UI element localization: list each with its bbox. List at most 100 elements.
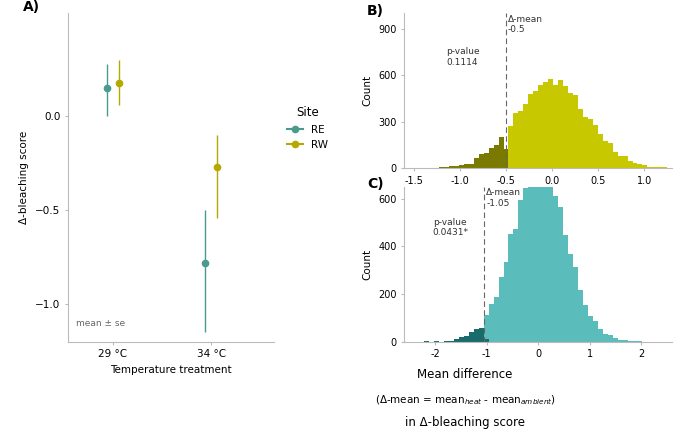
Y-axis label: Count: Count [363, 249, 373, 280]
Bar [464, 164, 469, 168]
X-axis label: Temperature treatment: Temperature treatment [110, 365, 232, 375]
Bar [509, 126, 513, 168]
Bar [498, 137, 504, 168]
Bar [593, 321, 598, 342]
Bar [612, 338, 618, 342]
Bar [627, 341, 633, 342]
Bar [528, 94, 533, 168]
Bar [543, 165, 548, 342]
Text: C): C) [367, 177, 384, 191]
Bar [657, 167, 662, 168]
Bar [449, 166, 454, 168]
Text: in Δ-bleaching score: in Δ-bleaching score [405, 416, 525, 429]
Bar [524, 188, 528, 342]
Bar [612, 152, 618, 168]
Bar [608, 143, 612, 168]
Bar [459, 165, 464, 168]
Bar [568, 92, 573, 168]
Text: p-value
0.0431*: p-value 0.0431* [433, 218, 469, 237]
Bar [598, 134, 603, 168]
Text: mean ± se: mean ± se [76, 319, 125, 328]
Bar [519, 111, 524, 168]
Bar [519, 200, 524, 342]
Bar [469, 164, 474, 168]
Legend: RE, RW: RE, RW [283, 102, 333, 154]
Bar [608, 335, 612, 342]
Bar [494, 297, 498, 342]
Bar [563, 86, 568, 168]
Bar [464, 336, 469, 342]
Bar [623, 340, 627, 342]
Text: B): B) [367, 4, 384, 18]
Bar [603, 141, 608, 168]
Bar [593, 125, 598, 168]
Bar [504, 149, 509, 168]
Bar [642, 165, 647, 168]
Bar [543, 81, 548, 168]
Bar [633, 163, 638, 168]
Bar [603, 335, 608, 342]
Bar [573, 95, 578, 168]
Text: A): A) [22, 0, 39, 14]
Bar [479, 328, 483, 342]
Bar [459, 337, 464, 342]
Bar [439, 167, 444, 168]
Bar [563, 235, 568, 342]
Text: (Δ-mean = mean$_{heat}$ - mean$_{ambient}$): (Δ-mean = mean$_{heat}$ - mean$_{ambient… [375, 394, 555, 407]
Bar [533, 165, 538, 342]
Bar [474, 329, 479, 342]
Bar [504, 151, 509, 168]
Bar [454, 166, 459, 168]
Bar [588, 316, 593, 342]
Bar [498, 277, 504, 342]
Bar [474, 159, 479, 168]
Bar [558, 80, 563, 168]
Bar [588, 119, 593, 168]
Bar [489, 148, 494, 168]
Y-axis label: Δ-bleaching score: Δ-bleaching score [20, 131, 29, 224]
Bar [653, 166, 657, 168]
Bar [647, 166, 653, 168]
Bar [558, 207, 563, 342]
Bar [483, 315, 489, 342]
Bar [548, 187, 553, 342]
Bar [553, 85, 558, 168]
Bar [483, 153, 489, 168]
Bar [483, 339, 489, 342]
Bar [479, 155, 483, 168]
Bar [513, 113, 519, 168]
Bar [538, 85, 543, 168]
Bar [469, 332, 474, 342]
Text: p-value
0.1114: p-value 0.1114 [446, 47, 479, 67]
Bar [553, 196, 558, 342]
Bar [454, 339, 459, 342]
Bar [494, 145, 498, 168]
Bar [444, 167, 449, 168]
Bar [578, 109, 583, 168]
Bar [509, 234, 513, 342]
Bar [598, 329, 603, 342]
Bar [513, 230, 519, 342]
Bar [578, 290, 583, 342]
Bar [627, 162, 633, 168]
Bar [618, 340, 623, 342]
Bar [623, 156, 627, 168]
Bar [583, 117, 588, 168]
Y-axis label: Count: Count [363, 75, 373, 106]
Text: Δ-mean
-0.5: Δ-mean -0.5 [508, 15, 543, 34]
Text: Δ-mean
-1.05: Δ-mean -1.05 [486, 188, 521, 208]
Bar [662, 167, 667, 168]
Bar [618, 155, 623, 168]
Bar [504, 262, 509, 342]
Bar [528, 172, 533, 342]
Text: Mean difference: Mean difference [418, 368, 513, 381]
Bar [533, 91, 538, 168]
Bar [538, 175, 543, 342]
Bar [583, 305, 588, 342]
Bar [489, 304, 494, 342]
Bar [573, 267, 578, 342]
Bar [548, 79, 553, 168]
Bar [449, 341, 454, 342]
Bar [444, 341, 449, 342]
Bar [524, 104, 528, 168]
